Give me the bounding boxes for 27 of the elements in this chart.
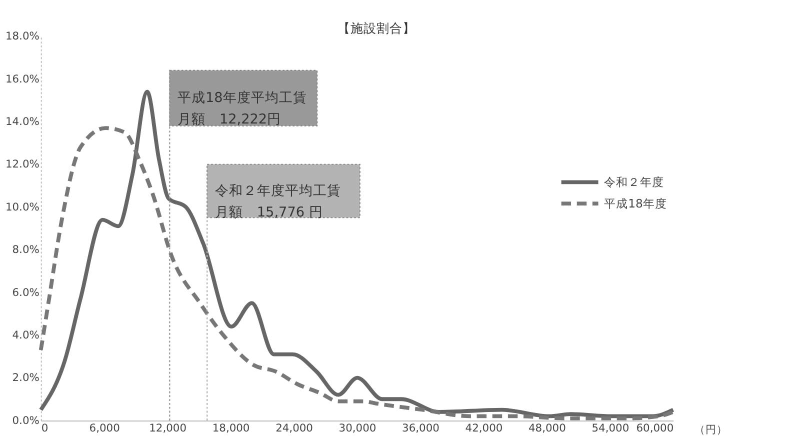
x-tick-label: 6,000	[89, 422, 120, 435]
y-tick-label: 14.0%	[5, 115, 40, 128]
y-tick-label: 10.0%	[5, 200, 40, 214]
y-tick-label: 6.0%	[12, 286, 40, 299]
y-tick-label: 18.0%	[5, 30, 40, 43]
y-tick-label: 12.0%	[5, 158, 40, 171]
legend-label: 平成18年度	[604, 196, 667, 210]
x-tick-label: 48,000	[528, 422, 566, 435]
ref-line-label: 平成18年度平均工賃月額 12,222円	[177, 90, 307, 128]
x-tick-label: 0	[41, 422, 48, 435]
y-tick-label: 16.0%	[5, 72, 40, 86]
y-tick-label: 8.0%	[12, 243, 40, 256]
x-tick-label: 24,000	[276, 422, 314, 435]
x-axis-title: （円）	[694, 423, 728, 436]
x-tick-label: 36,000	[402, 422, 440, 435]
x-tick-label: 60,000	[636, 422, 674, 435]
y-tick-label: 2.0%	[12, 371, 40, 384]
x-tick-label: 18,000	[212, 422, 250, 435]
y-tick-label: 0.0%	[12, 414, 40, 427]
x-tick-label: 54,000	[592, 422, 630, 435]
y-tick-label: 4.0%	[12, 328, 40, 342]
x-tick-label: 30,000	[338, 422, 376, 435]
chart-title: 【施設割合】	[337, 20, 416, 36]
legend-label: 令和２年度	[604, 175, 664, 190]
x-tick-label: 12,000	[149, 422, 187, 435]
ref-line-label: 令和２年度平均工賃月額 15,776 円	[214, 182, 341, 220]
x-tick-label: 42,000	[465, 422, 503, 435]
